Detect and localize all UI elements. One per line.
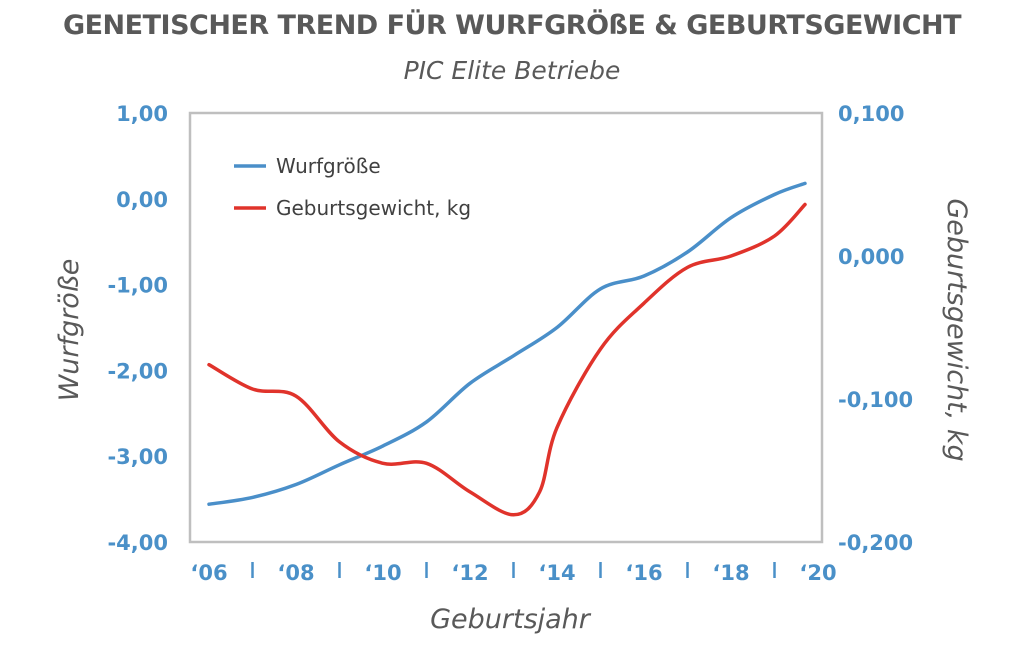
series-line-wurfgroesse <box>207 181 807 506</box>
legend-label: Geburtsgewicht, kg <box>276 196 471 220</box>
left-axis-title: Wurfgröße <box>54 259 85 402</box>
left-axis-ticks: 1,00 0,00 -1,00 -2,00 -3,00 -4,00 <box>107 102 168 555</box>
left-tick-label: -4,00 <box>107 531 168 555</box>
x-tick-label: ‘06 <box>190 561 227 585</box>
legend-label: Wurfgröße <box>276 154 381 178</box>
series-line-geburtsgewicht <box>207 202 807 517</box>
right-tick-label: -0,100 <box>838 388 913 412</box>
x-tick-label: ‘08 <box>277 561 314 585</box>
left-tick-label: -2,00 <box>107 359 168 383</box>
right-tick-label: -0,200 <box>838 531 913 555</box>
chart-title: GENETISCHER TREND FÜR WURFGRÖßE & GEBURT… <box>62 10 962 41</box>
x-tick-label: ‘20 <box>799 561 836 585</box>
right-tick-label: 0,000 <box>838 245 904 269</box>
x-axis-ticks: ‘06 ‘08 ‘10 ‘12 ‘14 ‘16 ‘18 ‘20 <box>190 561 836 585</box>
right-axis-title: Geburtsgewicht, kg <box>941 198 972 461</box>
left-tick-label: -3,00 <box>107 445 168 469</box>
x-tick-label: ‘14 <box>538 561 575 585</box>
series-lines <box>207 181 807 517</box>
plot-frame <box>188 111 824 544</box>
x-axis-title: Geburtsjahr <box>430 604 592 635</box>
left-tick-label: -1,00 <box>107 274 168 298</box>
left-tick-label: 0,00 <box>116 188 168 212</box>
right-axis-ticks: 0,100 0,000 -0,100 -0,200 <box>838 102 913 555</box>
x-tick-label: ‘12 <box>451 561 488 585</box>
legend: Wurfgröße Geburtsgewicht, kg <box>234 154 471 220</box>
x-tick-label: ‘16 <box>625 561 662 585</box>
right-tick-label: 0,100 <box>838 102 904 126</box>
chart-subtitle: PIC Elite Betriebe <box>403 56 621 85</box>
plot-area-border <box>188 111 824 544</box>
x-tick-label: ‘10 <box>364 561 401 585</box>
x-tick-label: ‘18 <box>712 561 749 585</box>
left-tick-label: 1,00 <box>116 102 168 126</box>
